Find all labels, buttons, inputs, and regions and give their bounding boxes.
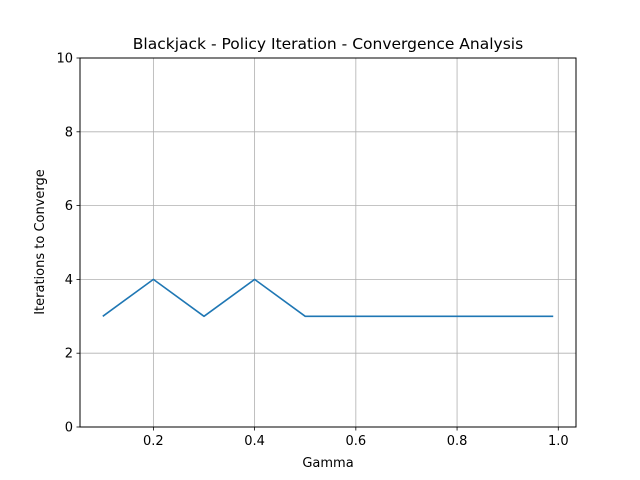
y-axis: 0 2 4 6 8 10 bbox=[56, 52, 80, 436]
data-point bbox=[507, 315, 509, 317]
data-point bbox=[552, 315, 554, 317]
series-layer bbox=[102, 278, 554, 318]
data-point bbox=[355, 315, 357, 317]
y-axis-label: Iterations to Converge bbox=[33, 169, 48, 315]
x-axis: 0.2 0.4 0.6 0.8 1.0 bbox=[143, 427, 569, 449]
y-tick-label: 6 bbox=[65, 199, 73, 214]
x-axis-label: Gamma bbox=[302, 456, 353, 471]
y-tick-label: 8 bbox=[65, 125, 73, 140]
chart-title: Blackjack - Policy Iteration - Convergen… bbox=[133, 35, 523, 53]
x-tick-label: 0.2 bbox=[143, 434, 164, 449]
y-tick-label: 0 bbox=[65, 421, 73, 436]
x-tick-label: 1.0 bbox=[548, 434, 569, 449]
data-point bbox=[102, 315, 104, 317]
x-tick-label: 0.6 bbox=[345, 434, 366, 449]
y-tick-label: 2 bbox=[65, 347, 73, 362]
y-tick-label: 4 bbox=[65, 273, 73, 288]
plot-frame bbox=[79, 57, 577, 428]
data-point bbox=[152, 278, 154, 280]
y-tick-label: 10 bbox=[56, 52, 73, 67]
data-point bbox=[304, 315, 306, 317]
x-tick-label: 0.8 bbox=[447, 434, 468, 449]
data-point bbox=[405, 315, 407, 317]
data-point bbox=[203, 315, 205, 317]
data-point bbox=[254, 278, 256, 280]
data-point bbox=[456, 315, 458, 317]
x-tick-label: 0.4 bbox=[244, 434, 265, 449]
plot-area bbox=[80, 58, 576, 427]
series-line bbox=[102, 278, 554, 318]
